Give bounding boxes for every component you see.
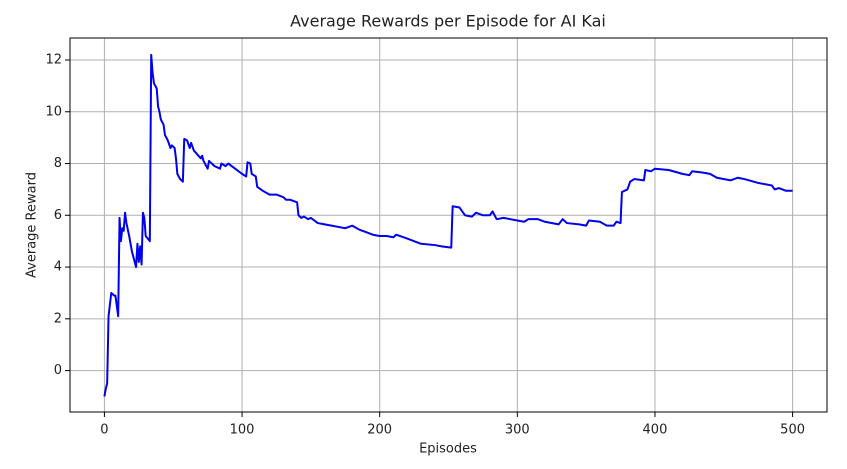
plot-frame [69, 37, 828, 413]
x-tick-label: 300 [505, 423, 530, 438]
y-tick-label: 6 [54, 208, 62, 223]
y-tick-label: 10 [45, 104, 62, 119]
x-tick-label: 400 [643, 423, 668, 438]
x-tick-label: 0 [100, 423, 108, 438]
x-tick-label: 200 [367, 423, 392, 438]
y-tick-label: 2 [54, 311, 62, 326]
x-tick-label: 100 [230, 423, 255, 438]
y-axis-label: Average Reward [25, 172, 40, 278]
x-tick-label: 500 [780, 423, 805, 438]
data-line [103, 53, 793, 397]
y-tick-label: 0 [54, 363, 62, 378]
chart-title: Average Rewards per Episode for AI Kai [290, 12, 606, 31]
x-axis-label: Episodes [419, 442, 477, 457]
y-tick-label: 4 [54, 260, 62, 275]
y-tick-label: 12 [45, 53, 62, 68]
y-tick-label: 8 [54, 156, 62, 171]
